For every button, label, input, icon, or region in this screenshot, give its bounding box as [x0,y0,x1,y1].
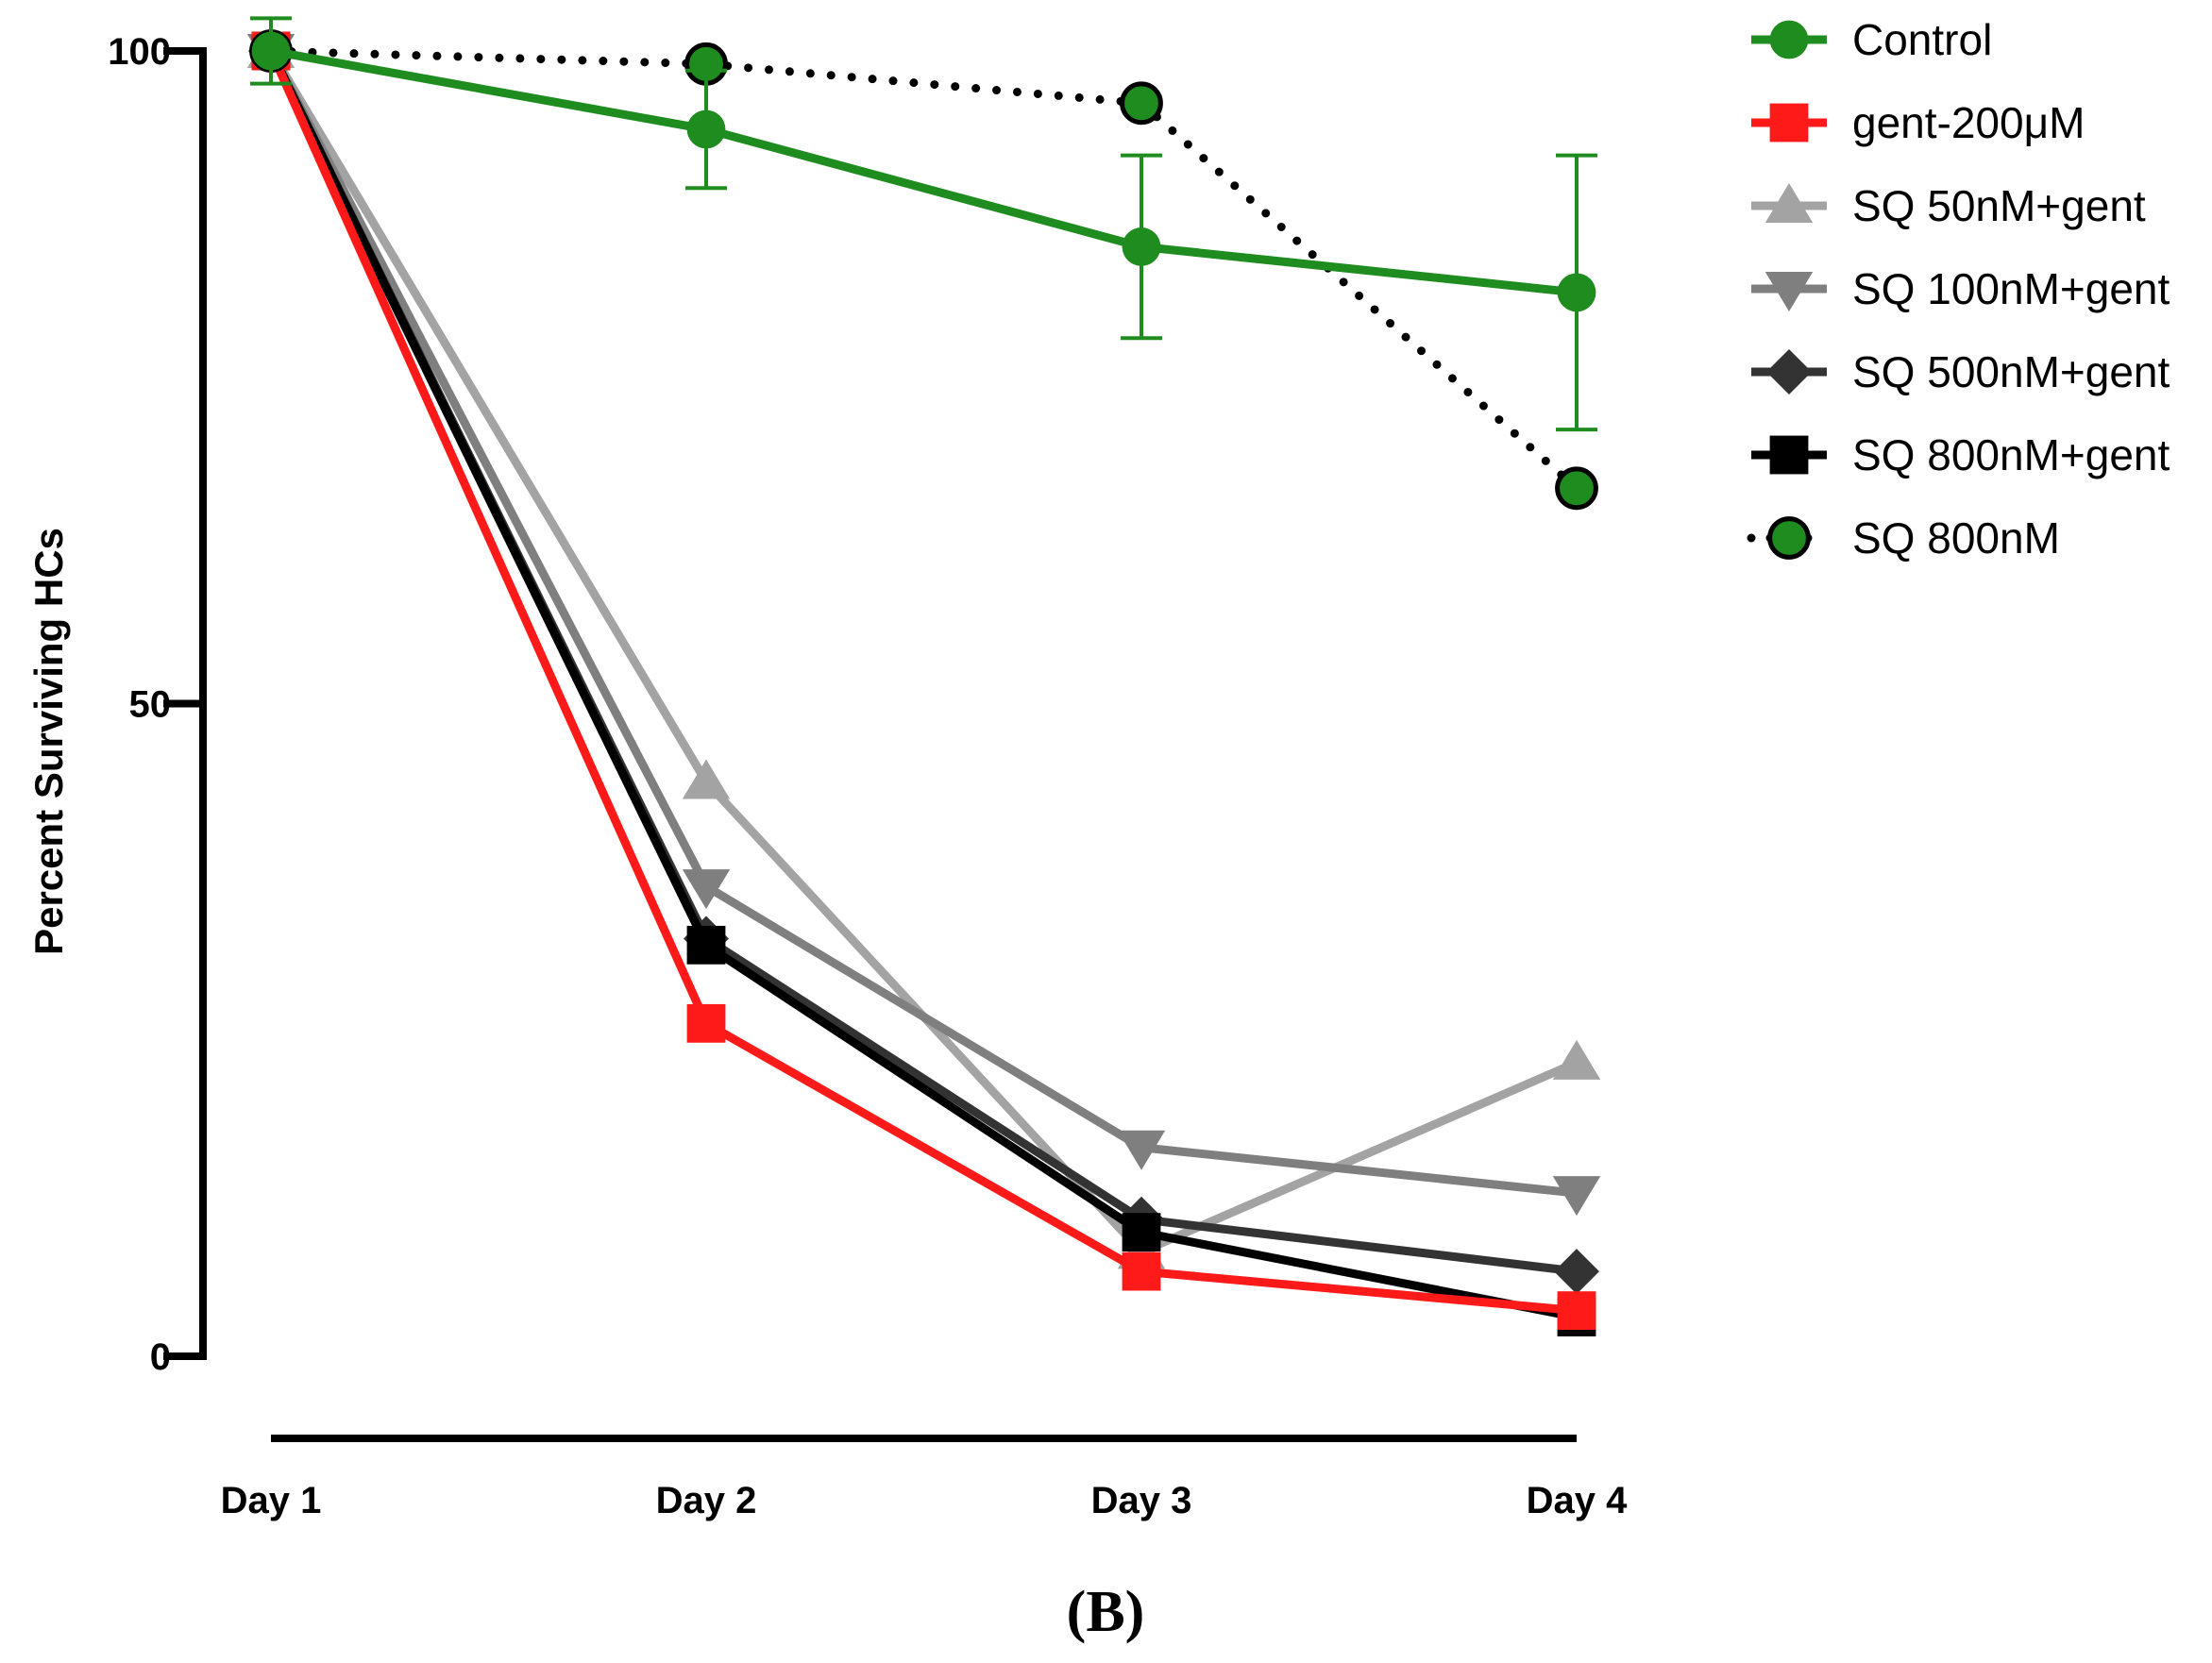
y-tick-label-100: 100 [108,31,171,73]
y-tick-label-50: 50 [129,684,172,726]
legend-marker [1765,183,1814,223]
axes: 0 50 100 Day 1 Day 2 Day 3 Day 4 Percent Surv… [26,31,1628,1521]
legend-label: SQ 500nM+gent [1852,347,2170,396]
legend-entry-sq-50nm-gent: SQ 50nM+gent [1751,181,2146,230]
legend-label: SQ 100nM+gent [1852,264,2170,313]
legend-entry-control: Control [1751,15,1992,64]
x-tick-label-3: Day 3 [1091,1480,1192,1521]
point-gent-200-m-4 [1557,1291,1596,1330]
legend-label: SQ 800nM+gent [1852,430,2170,479]
legend-entry-sq-800nm-gent: SQ 800nM+gent [1751,430,2170,479]
point-sq-100nm-gent-3 [1117,1130,1166,1170]
legend-marker [1769,435,1809,475]
point-sq-50nm-gent-2 [682,759,731,799]
y-axis-label: Percent Surviving HCs [26,528,71,955]
legend-entry-gent-200-m: gent-200μM [1751,98,2085,147]
series-line-sq-800nm [266,46,1581,493]
point-control-4 [1557,273,1596,312]
legend-label: SQ 800nM [1852,513,2060,563]
series-sq-100nm-gent [246,34,1601,1217]
series-line-sq-100nm-gent [267,48,1578,1198]
point-control-1 [251,31,291,71]
series-line-gent-200-m [266,49,1578,1316]
legend-label: Control [1852,15,1992,64]
point-sq-800nm-gent-3 [1122,1213,1161,1252]
legend: Control gent-200μM SQ 50nM+gent SQ 100nM+ge… [1747,15,2170,563]
point-sq-50nm-gent-4 [1552,1039,1601,1080]
point-sq-800nm-4 [1555,466,1598,511]
series-sq-500nm-gent [248,28,1599,1295]
x-tick-label-1: Day 1 [221,1480,322,1521]
point-sq-800nm-gent-2 [686,925,726,965]
point-sq-100nm-gent-2 [682,869,731,910]
legend-marker [1767,516,1811,560]
series-gent-200-m [251,31,1596,1330]
y-ticks: 0 50 100 [108,31,203,1378]
series-control [250,16,1597,432]
x-ticks: Day 1 Day 2 Day 3 Day 4 [221,1480,1628,1521]
legend-marker [1766,349,1812,395]
point-control-2 [686,109,726,149]
y-tick-label-0: 0 [150,1336,171,1378]
point-gent-200-m-2 [686,1003,726,1043]
point-sq-800nm-3 [1120,81,1163,126]
legend-entry-sq-800nm: SQ 800nM [1747,513,2060,563]
legend-entry-sq-100nm-gent: SQ 100nM+gent [1751,264,2170,313]
legend-marker [1769,103,1809,143]
legend-label: gent-200μM [1852,98,2085,147]
legend-marker [1769,20,1809,59]
legend-entry-sq-500nm-gent: SQ 500nM+gent [1751,347,2170,396]
panel-label: (B) [1067,1580,1145,1644]
point-sq-100nm-gent-4 [1552,1176,1601,1217]
series-line-control [270,46,1578,297]
series-layer [246,16,1601,1336]
series-line-sq-800nm-gent [266,49,1578,1321]
point-sq-500nm-gent-4 [1554,1249,1599,1295]
point-gent-200-m-3 [1122,1251,1161,1291]
legend-marker [1765,272,1814,311]
point-control-3 [1122,227,1161,266]
x-tick-label-2: Day 2 [656,1480,757,1521]
legend-label: SQ 50nM+gent [1852,181,2146,230]
x-tick-label-4: Day 4 [1527,1480,1628,1521]
series-line-sq-50nm-gent [267,48,1579,1256]
